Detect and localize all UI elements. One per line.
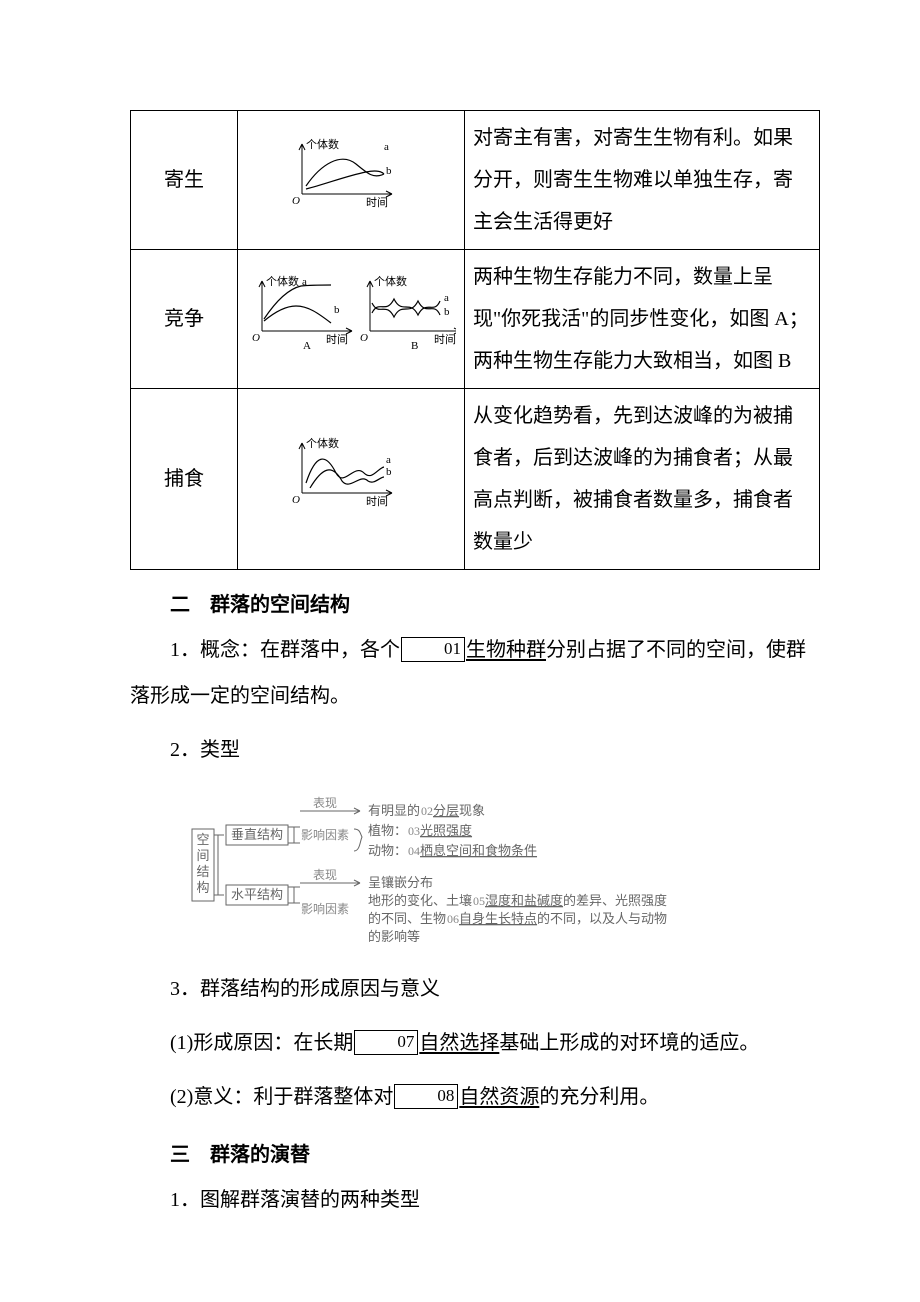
- svg-text:表现: 表现: [313, 796, 337, 810]
- svg-text:的不同、生物06自身生长特点的不同，以及人与动物: 的不同、生物06自身生长特点的不同，以及人与动物: [368, 911, 667, 926]
- row-description: 两种生物生存能力不同，数量上呈现"你死我活"的同步性变化，如图 A；两种生物生存…: [465, 250, 820, 389]
- svg-text:影响因素: 影响因素: [301, 827, 349, 842]
- svg-text:时间: 时间: [366, 495, 388, 508]
- text: 的充分利用。: [539, 1086, 659, 1108]
- svg-text:O: O: [292, 195, 300, 207]
- svg-text:b: b: [386, 466, 392, 478]
- text: 基础上形成的对环境的适应。: [499, 1032, 759, 1054]
- svg-text:结: 结: [196, 864, 209, 879]
- svg-text:O: O: [252, 332, 260, 344]
- sec2-p1: 1．概念：在群落中，各个01生物种群分别占据了不同的空间，使群落形成一定的空间结…: [130, 627, 820, 719]
- svg-text:b: b: [444, 306, 450, 318]
- table-row: 捕食 个体数时间 Oab 从变化趋势看，先到达波峰的为被捕食者，后到达波峰的为捕食者；…: [131, 389, 820, 570]
- svg-text:a: a: [302, 276, 307, 288]
- sec2-p3: 3．群落结构的形成原因与意义: [130, 966, 820, 1012]
- svg-text:个体数: 个体数: [306, 436, 339, 450]
- row-graph: 个体数时间OAab个体数时间OBab: [238, 250, 465, 389]
- svg-text:水平结构: 水平结构: [231, 887, 283, 902]
- svg-text:O: O: [292, 494, 300, 506]
- sec2-p3-1: (1)形成原因：在长期07自然选择基础上形成的对环境的适应。: [130, 1020, 820, 1066]
- blank-01: 01: [401, 637, 465, 662]
- row-graph: 个体数时间 Oab: [238, 111, 465, 250]
- structure-diagram: 空 间 结 构 垂直结构 水平结构 表现 有明显的02分层现象 影响因素 植物: [190, 787, 820, 952]
- svg-text:植物：03光照强度: 植物：03光照强度: [368, 823, 472, 838]
- sec2-p3-2: (2)意义：利于群落整体对08自然资源的充分利用。: [130, 1074, 820, 1120]
- svg-text:a: a: [386, 454, 391, 466]
- svg-text:的影响等: 的影响等: [368, 929, 420, 944]
- text: (2)意义：利于群落整体对: [170, 1086, 393, 1108]
- section-3-title: 三 群落的演替: [130, 1138, 820, 1167]
- row-name: 寄生: [131, 111, 238, 250]
- blank-08-answer: 自然资源: [459, 1086, 539, 1108]
- text: (1)形成原因：在长期: [170, 1032, 353, 1054]
- svg-text:表现: 表现: [313, 868, 337, 882]
- row-name: 捕食: [131, 389, 238, 570]
- svg-text:地形的变化、土壤05湿度和盐碱度的差异、光照强度: 地形的变化、土壤05湿度和盐碱度的差异、光照强度: [368, 893, 667, 908]
- svg-text:呈镶嵌分布: 呈镶嵌分布: [368, 875, 433, 890]
- svg-text:b: b: [386, 165, 392, 177]
- blank-07: 07: [354, 1030, 418, 1055]
- text: 1．概念：在群落中，各个: [170, 639, 400, 661]
- svg-text:构: 构: [196, 880, 209, 895]
- row-graph: 个体数时间 Oab: [238, 389, 465, 570]
- svg-text:动物：04栖息空间和食物条件: 动物：04栖息空间和食物条件: [368, 843, 537, 858]
- svg-text:个体数: 个体数: [374, 274, 407, 288]
- sec2-p2: 2．类型: [130, 727, 820, 773]
- blank-07-answer: 自然选择: [419, 1032, 499, 1054]
- svg-text:时间: 时间: [366, 196, 388, 209]
- blank-08: 08: [394, 1084, 458, 1109]
- svg-text:a: a: [444, 292, 449, 304]
- relationship-table: 寄生个体数时间Oab对寄主有害，对寄生生物有利。如果分开，则寄生生物难以单独生存…: [130, 110, 820, 570]
- svg-text:B: B: [411, 340, 418, 352]
- svg-text:影响因素: 影响因素: [301, 901, 349, 916]
- page: 寄生个体数时间Oab对寄主有害，对寄生生物有利。如果分开，则寄生生物难以单独生存…: [0, 0, 920, 1291]
- svg-text:个体数: 个体数: [266, 274, 299, 288]
- table-row: 寄生 个体数时间 Oab 对寄主有害，对寄生生物有利。如果分开，则寄生生物难以单独生存…: [131, 111, 820, 250]
- svg-text:O: O: [360, 332, 368, 344]
- svg-text:有明显的02分层现象: 有明显的02分层现象: [368, 803, 485, 818]
- svg-text:a: a: [384, 141, 389, 153]
- svg-text:A: A: [303, 340, 311, 352]
- svg-text:b: b: [334, 304, 340, 316]
- sec3-p1: 1．图解群落演替的两种类型: [130, 1177, 820, 1223]
- section-2-title: 二 群落的空间结构: [130, 588, 820, 617]
- row-description: 从变化趋势看，先到达波峰的为被捕食者，后到达波峰的为捕食者；从最高点判断，被捕食…: [465, 389, 820, 570]
- row-description: 对寄主有害，对寄生生物有利。如果分开，则寄生生物难以单独生存，寄主会生活得更好: [465, 111, 820, 250]
- table-row: 竞争个体数时间OAab个体数时间OBab两种生物生存能力不同，数量上呈现"你死我…: [131, 250, 820, 389]
- svg-text:垂直结构: 垂直结构: [231, 827, 283, 842]
- row-name: 竞争: [131, 250, 238, 389]
- svg-text:间: 间: [196, 848, 209, 863]
- svg-text:个体数: 个体数: [306, 137, 339, 151]
- blank-01-answer: 生物种群: [466, 639, 546, 661]
- svg-text:时间: 时间: [434, 333, 456, 346]
- svg-text:空: 空: [196, 832, 209, 847]
- svg-text:时间: 时间: [326, 333, 348, 346]
